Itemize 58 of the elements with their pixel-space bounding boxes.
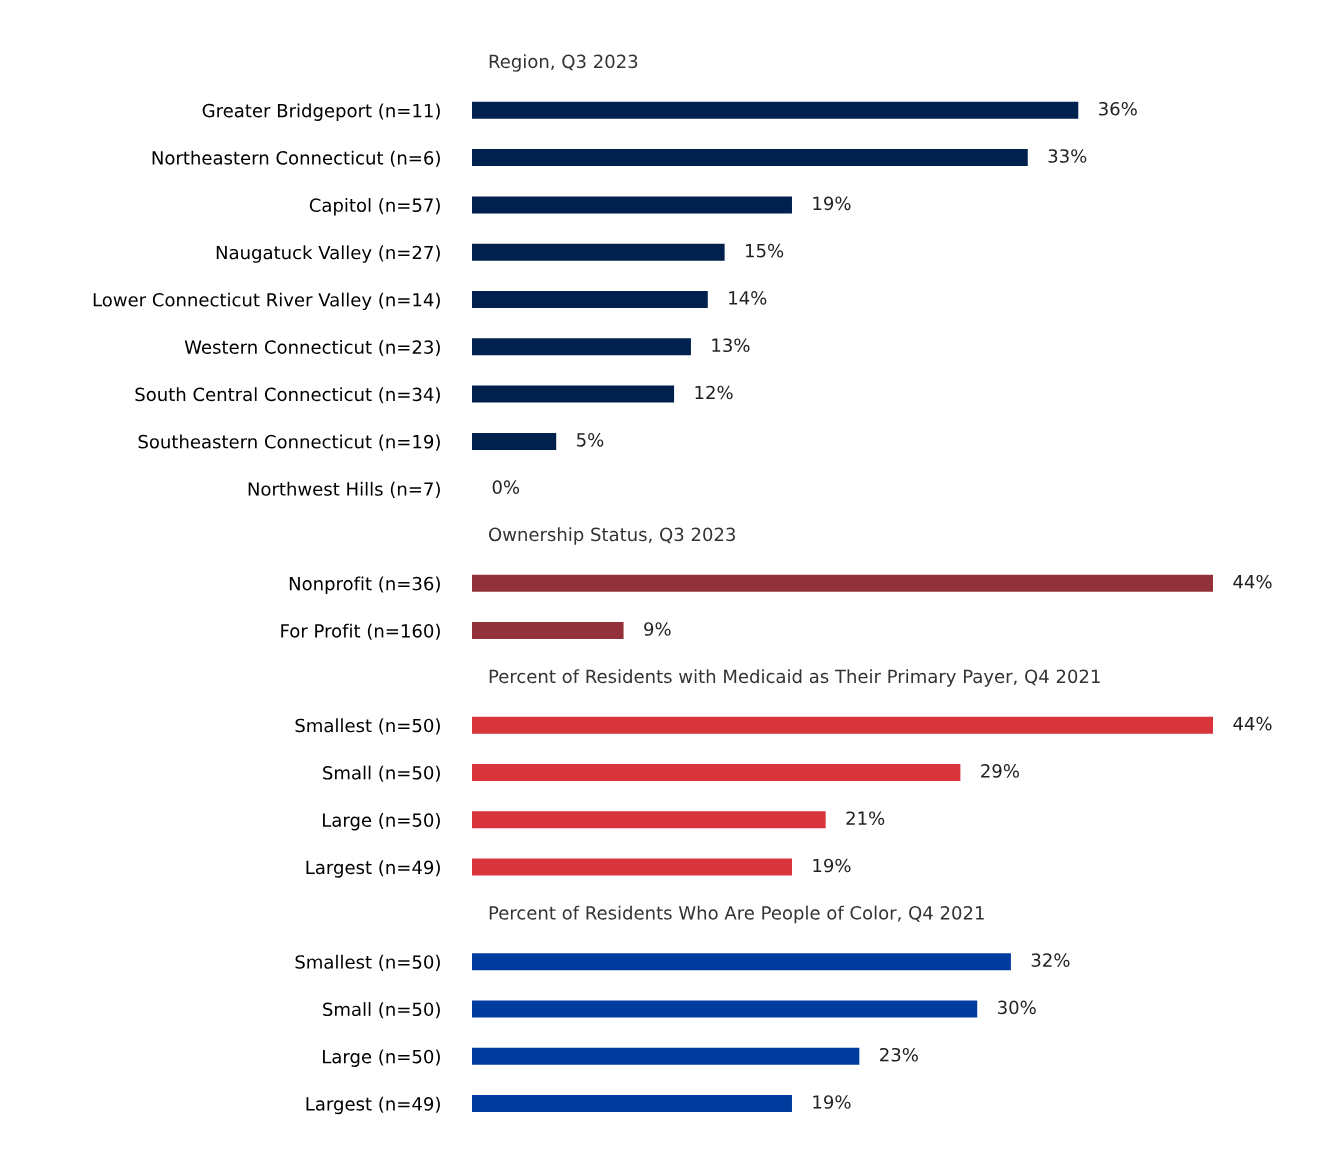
bar [472, 858, 792, 876]
bar [472, 953, 1011, 971]
bar [472, 1047, 860, 1065]
data-label: 29% [981, 764, 1019, 778]
bar [472, 1000, 978, 1018]
y-tick-label: Northwest Hills (n=7) [248, 481, 440, 498]
chart-title: Percent of Residents Who Are People of Color, Q4 2021 [489, 905, 984, 924]
chart-title: Ownership Status, Q3 2023 [489, 527, 735, 545]
data-label: 13% [712, 338, 750, 353]
y-tick-label: Large (n=50) [323, 812, 440, 831]
data-label: 19% [813, 196, 851, 211]
y-tick-label: Capitol (n=57) [309, 198, 440, 216]
bar [472, 1095, 792, 1113]
y-tick-label: Smallest (n=50) [295, 718, 440, 735]
bar [472, 432, 557, 450]
y-tick-label: For Profit (n=160) [281, 623, 440, 640]
bar [472, 290, 708, 309]
data-label: 15% [746, 243, 784, 258]
y-tick-label: Small (n=50) [323, 1002, 440, 1019]
bar [472, 811, 826, 829]
data-label: 21% [846, 811, 885, 826]
y-tick-label: Naugatuck Valley (n=27) [216, 245, 440, 263]
data-label: 14% [729, 291, 767, 305]
data-label: 19% [813, 858, 851, 873]
y-tick-label: Lower Connecticut River Valley (n=14) [93, 292, 440, 311]
y-tick-label: Smallest (n=50) [295, 954, 440, 971]
chart-title: Region, Q3 2023 [489, 54, 638, 72]
y-tick-label: Western Connecticut (n=23) [184, 339, 440, 357]
data-label: 44% [1233, 716, 1272, 731]
bar [472, 149, 1028, 167]
data-label: 9% [644, 622, 671, 636]
data-label: 36% [1099, 101, 1137, 116]
bar [472, 101, 1079, 119]
data-label: 23% [880, 1047, 918, 1062]
y-tick-label: South Central Connecticut (n=34) [135, 387, 440, 404]
y-tick-label: Nonprofit (n=36) [289, 576, 440, 594]
bar [472, 385, 675, 403]
data-label: 30% [998, 1000, 1036, 1015]
y-tick-label: Small (n=50) [323, 765, 440, 782]
bar [472, 196, 792, 214]
data-label: 32% [1031, 953, 1070, 967]
bar [472, 243, 725, 261]
bar [472, 763, 961, 782]
data-label: 0% [492, 480, 520, 494]
data-label: 44% [1233, 574, 1272, 589]
data-label: 33% [1048, 149, 1087, 163]
chart-title: Percent of Residents with Medicaid as Their Primary Payer, Q4 2021 [489, 669, 1100, 687]
data-label: 19% [813, 1095, 851, 1109]
y-tick-label: Greater Bridgeport (n=11) [202, 103, 440, 121]
y-tick-label: Large (n=50) [323, 1049, 440, 1067]
y-tick-label: Largest (n=49) [306, 1096, 440, 1115]
bar [472, 338, 691, 356]
bar [472, 716, 1213, 734]
data-label: 5% [577, 432, 604, 447]
data-label: 12% [695, 385, 733, 400]
y-tick-label: Southeastern Connecticut (n=19) [138, 434, 440, 451]
y-tick-label: Largest (n=49) [306, 860, 440, 878]
y-tick-label: Northeastern Connecticut (n=6) [152, 150, 440, 167]
